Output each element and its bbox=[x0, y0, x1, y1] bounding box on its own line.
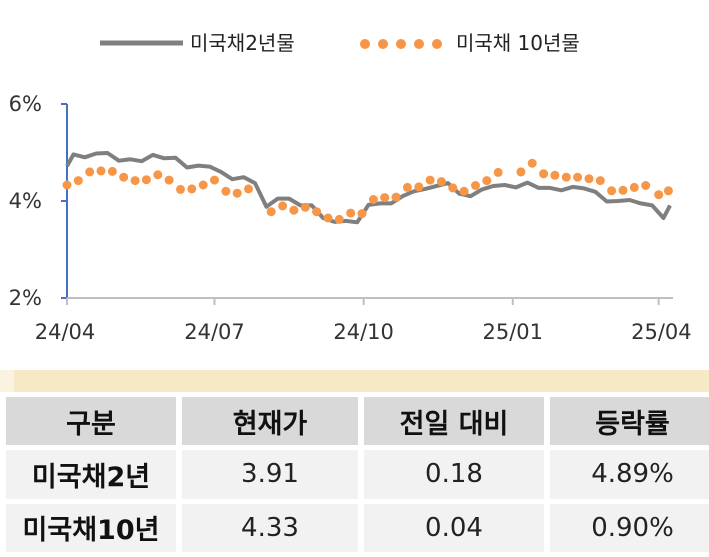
series-point-10y bbox=[663, 186, 673, 196]
header-current-price: 현재가 bbox=[182, 397, 358, 446]
series-point-10y bbox=[198, 180, 208, 190]
series-point-10y bbox=[641, 181, 651, 190]
series-point-10y bbox=[73, 176, 83, 186]
series-point-10y bbox=[368, 195, 378, 204]
series-point-10y bbox=[62, 180, 72, 190]
plot-area bbox=[62, 151, 673, 225]
series-point-10y bbox=[629, 182, 639, 192]
series-point-10y bbox=[482, 176, 492, 186]
y-tick-label: 2% bbox=[9, 286, 42, 310]
series-point-10y bbox=[539, 169, 549, 179]
series-point-10y bbox=[459, 186, 469, 196]
x-tick-label: 24/07 bbox=[184, 320, 245, 344]
series-point-10y bbox=[402, 182, 412, 192]
series-point-10y bbox=[654, 190, 664, 200]
series-point-10y bbox=[584, 174, 594, 184]
series-point-10y bbox=[266, 207, 276, 217]
series-point-10y bbox=[141, 175, 151, 185]
series-point-10y bbox=[312, 207, 322, 217]
series-point-10y bbox=[334, 214, 344, 224]
cell-change-2y: 0.18 bbox=[364, 450, 544, 499]
row-label-2y: 미국채2년 bbox=[6, 450, 176, 499]
series-point-10y bbox=[289, 205, 299, 215]
series-point-10y bbox=[210, 175, 219, 185]
legend-swatch-10y bbox=[360, 39, 442, 49]
series-point-10y bbox=[391, 192, 401, 202]
series-point-10y bbox=[119, 172, 129, 182]
chart-legend: 미국채2년물 미국채 10년물 bbox=[100, 31, 580, 55]
table-header-row: 구분 현재가 전일 대비 등락률 bbox=[6, 397, 709, 446]
yield-chart: 미국채2년물 미국채 10년물 2% 4% 6% 24/04 24/07 24/10 25… bbox=[9, 31, 692, 344]
series-point-10y bbox=[550, 170, 560, 180]
y-axis-ticks: 2% 4% 6% bbox=[9, 92, 67, 310]
series-point-10y bbox=[96, 166, 106, 176]
series-point-10y bbox=[278, 201, 288, 211]
series-point-10y bbox=[573, 172, 583, 182]
series-point-10y bbox=[618, 185, 628, 195]
series-point-10y bbox=[300, 202, 310, 212]
cell-rate-2y: 4.89% bbox=[550, 450, 709, 499]
series-point-10y bbox=[414, 182, 424, 192]
series-point-10y bbox=[436, 177, 446, 187]
x-tick-label: 24/10 bbox=[333, 320, 394, 344]
table-row: 미국채10년 4.33 0.04 0.90% bbox=[6, 503, 709, 552]
series-point-10y bbox=[516, 167, 526, 177]
series-point-10y bbox=[244, 184, 253, 194]
series-point-10y bbox=[85, 167, 95, 177]
cell-change-10y: 0.04 bbox=[364, 503, 544, 552]
series-point-10y bbox=[607, 186, 617, 196]
series-point-10y bbox=[164, 175, 174, 185]
row-label-10y: 미국채10년 bbox=[6, 503, 176, 552]
series-point-10y bbox=[380, 193, 390, 203]
series-point-10y bbox=[561, 172, 571, 182]
series-point-10y bbox=[153, 170, 163, 180]
x-tick-label: 25/04 bbox=[631, 320, 692, 344]
series-point-10y bbox=[493, 167, 503, 177]
cell-rate-10y: 0.90% bbox=[550, 503, 709, 552]
y-tick-label: 4% bbox=[9, 189, 42, 213]
series-point-10y bbox=[448, 183, 458, 193]
legend-label-2y: 미국채2년물 bbox=[190, 31, 295, 55]
series-point-10y bbox=[323, 213, 333, 223]
series-point-10y bbox=[527, 158, 537, 168]
series-line-2y bbox=[65, 151, 672, 225]
series-point-10y bbox=[187, 184, 197, 194]
header-change: 전일 대비 bbox=[364, 397, 544, 446]
separator-strip bbox=[0, 370, 709, 392]
legend-label-10y: 미국채 10년물 bbox=[456, 31, 580, 55]
series-point-10y bbox=[425, 175, 435, 185]
header-category: 구분 bbox=[6, 397, 176, 446]
series-point-10y bbox=[595, 176, 605, 186]
y-tick-label: 6% bbox=[9, 92, 42, 116]
series-point-10y bbox=[471, 181, 480, 190]
series-point-10y bbox=[357, 209, 367, 219]
cell-price-10y: 4.33 bbox=[182, 503, 358, 552]
x-tick-label: 25/01 bbox=[483, 320, 544, 344]
series-point-10y bbox=[232, 188, 242, 198]
series-point-10y bbox=[107, 166, 117, 176]
quote-table: 구분 현재가 전일 대비 등락률 미국채2년 3.91 0.18 4.89% 미… bbox=[0, 392, 709, 557]
table-row: 미국채2년 3.91 0.18 4.89% bbox=[6, 450, 709, 499]
series-point-10y bbox=[221, 186, 231, 196]
x-tick-label: 24/04 bbox=[35, 320, 96, 344]
series-point-10y bbox=[176, 184, 185, 194]
x-axis-ticks: 24/04 24/07 24/10 25/01 25/04 bbox=[35, 298, 692, 344]
series-point-10y bbox=[346, 208, 356, 218]
series-point-10y bbox=[130, 176, 140, 186]
cell-price-2y: 3.91 bbox=[182, 450, 358, 499]
header-change-rate: 등락률 bbox=[550, 397, 709, 446]
